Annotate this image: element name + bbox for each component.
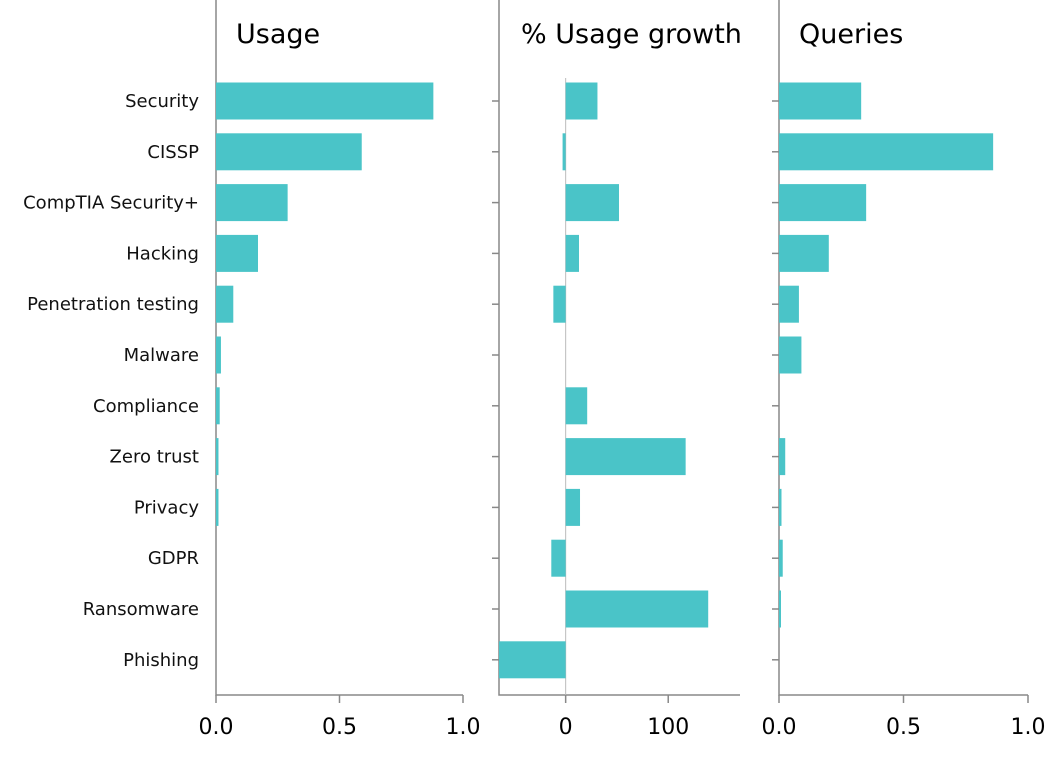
category-label: Ransomware [83, 599, 199, 620]
bar [551, 539, 566, 577]
bar [779, 184, 867, 222]
bar [779, 336, 802, 374]
x-tick-label: 0.5 [886, 715, 921, 740]
bar [565, 488, 581, 526]
category-label: Penetration testing [27, 294, 199, 315]
bar [565, 438, 686, 476]
bar [779, 82, 862, 120]
category-label: Privacy [134, 497, 200, 518]
x-tick-label: 1.0 [1011, 715, 1046, 740]
bar [216, 488, 219, 526]
panel-title: Queries [799, 19, 903, 50]
bar [216, 234, 258, 272]
x-tick-label: 0.5 [322, 715, 357, 740]
category-label: Malware [124, 345, 199, 366]
category-label: Phishing [123, 650, 199, 671]
bar [562, 133, 566, 171]
bar [779, 488, 782, 526]
bar [216, 184, 288, 222]
category-label: Hacking [126, 243, 199, 264]
bar [216, 285, 234, 323]
x-tick-label: 0 [559, 715, 573, 740]
category-label: CISSP [147, 142, 199, 163]
bar [779, 539, 783, 577]
panel-axis [498, 0, 740, 696]
panel-title: Usage [236, 19, 320, 50]
x-tick-label: 0.0 [199, 715, 234, 740]
x-tick-label: 1.0 [446, 715, 481, 740]
bar [779, 590, 781, 628]
category-label: Zero trust [110, 447, 199, 468]
bar [565, 184, 619, 222]
bar [565, 234, 579, 272]
bar [499, 641, 566, 679]
bar [553, 285, 566, 323]
bar [216, 82, 434, 120]
category-label: GDPR [148, 548, 199, 569]
x-tick-label: 100 [647, 715, 689, 740]
panel-title: % Usage growth [521, 19, 742, 50]
category-label: Compliance [93, 396, 199, 417]
category-label: CompTIA Security+ [23, 193, 199, 214]
bar [216, 336, 221, 374]
bar [779, 133, 994, 171]
bar [779, 438, 786, 476]
bar [565, 82, 598, 120]
category-label: Security [125, 91, 199, 112]
x-tick-label: 0.0 [762, 715, 797, 740]
bar [565, 387, 588, 425]
bar [565, 590, 709, 628]
bar [216, 438, 219, 476]
bar [779, 234, 829, 272]
bar [216, 133, 362, 171]
bar [216, 387, 220, 425]
bar [779, 285, 799, 323]
